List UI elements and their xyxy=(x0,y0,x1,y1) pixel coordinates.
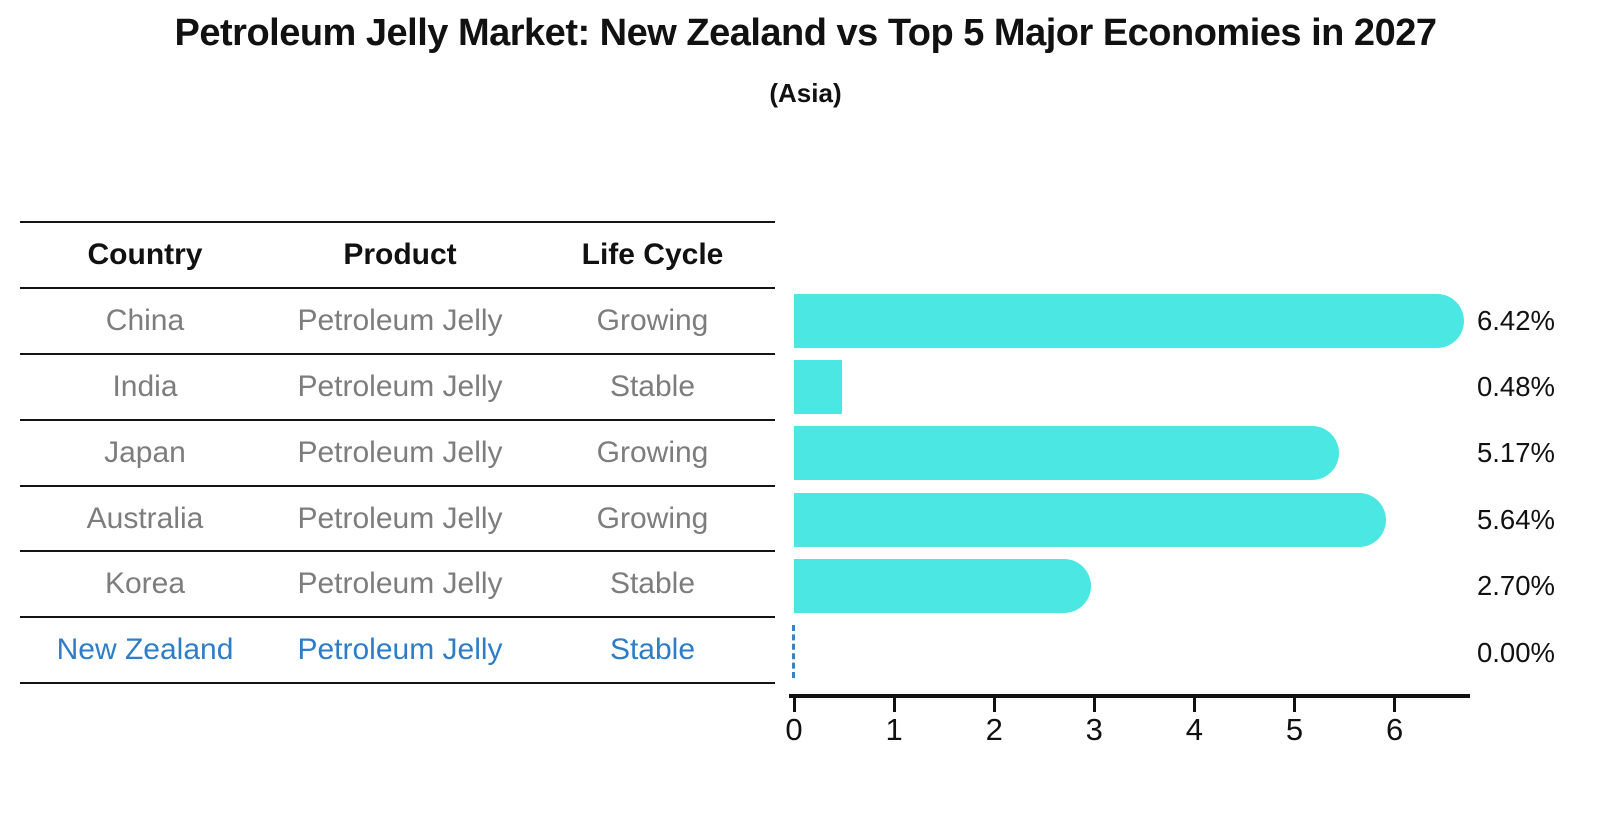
product-cell: Petroleum Jelly xyxy=(297,435,503,469)
life-cycle-cell: Growing xyxy=(596,435,709,469)
chart-title: Petroleum Jelly Market: New Zealand vs T… xyxy=(174,12,1437,54)
country-cell: New Zealand xyxy=(56,633,234,667)
country-cell: China xyxy=(105,303,185,337)
x-tick-label: 6 xyxy=(1385,712,1404,747)
bar xyxy=(794,492,1386,547)
column-header: Country xyxy=(87,237,203,271)
chart-subtitle: (Asia) xyxy=(769,78,842,108)
product-cell: Petroleum Jelly xyxy=(297,501,503,535)
bar xyxy=(794,426,1339,481)
x-tick xyxy=(1092,698,1096,712)
bar xyxy=(794,559,1092,614)
value-label: 6.42% xyxy=(1477,304,1555,336)
table-row: New Zealand Petroleum Jelly Stable xyxy=(20,618,775,685)
country-cell: Korea xyxy=(104,567,186,601)
product-cell: Petroleum Jelly xyxy=(297,567,503,601)
life-cycle-cell: Growing xyxy=(596,501,709,535)
bar xyxy=(794,360,843,414)
x-tick-label: 0 xyxy=(785,712,803,747)
value-label: 5.64% xyxy=(1477,503,1555,535)
table-row: India Petroleum Jelly Stable xyxy=(20,355,775,421)
column-header: Life Cycle xyxy=(581,237,724,271)
x-tick-label: 3 xyxy=(1085,712,1103,747)
product-cell: Petroleum Jelly xyxy=(297,303,503,337)
table-row: Australia Petroleum Jelly Growing xyxy=(20,487,775,553)
table-row: Korea Petroleum Jelly Stable xyxy=(20,552,775,619)
life-cycle-cell: Stable xyxy=(609,633,696,667)
x-tick-label: 5 xyxy=(1285,712,1304,747)
bar xyxy=(794,293,1464,348)
x-tick xyxy=(992,698,996,712)
country-table: Country Product Life Cycle China Petroleum J… xyxy=(20,221,775,685)
country-cell: Australia xyxy=(86,501,204,535)
value-label: 2.70% xyxy=(1477,570,1555,602)
x-tick xyxy=(792,698,796,712)
table-row: Japan Petroleum Jelly Growing xyxy=(20,421,775,487)
value-label: 0.48% xyxy=(1477,371,1555,402)
x-tick xyxy=(1393,698,1397,712)
table-header-row: Country Product Life Cycle xyxy=(20,223,775,289)
country-cell: Japan xyxy=(104,435,186,469)
product-cell: Petroleum Jelly xyxy=(297,369,503,403)
x-tick-label: 4 xyxy=(1185,712,1204,747)
zero-value-dashed-line xyxy=(791,624,795,678)
product-cell: Petroleum Jelly xyxy=(297,633,503,667)
value-label: 5.17% xyxy=(1477,437,1555,469)
x-tick-label: 2 xyxy=(985,712,1003,747)
country-cell: India xyxy=(112,369,178,403)
x-axis xyxy=(789,694,1470,698)
x-tick xyxy=(892,698,896,712)
life-cycle-cell: Growing xyxy=(596,303,709,337)
life-cycle-cell: Stable xyxy=(609,567,696,601)
column-header: Product xyxy=(343,237,457,271)
life-cycle-cell: Stable xyxy=(609,369,696,403)
x-tick xyxy=(1192,698,1196,712)
x-tick xyxy=(1293,698,1296,712)
x-tick-label: 1 xyxy=(885,712,903,747)
value-label: 0.00% xyxy=(1477,636,1555,668)
table-row: China Petroleum Jelly Growing xyxy=(20,289,775,355)
